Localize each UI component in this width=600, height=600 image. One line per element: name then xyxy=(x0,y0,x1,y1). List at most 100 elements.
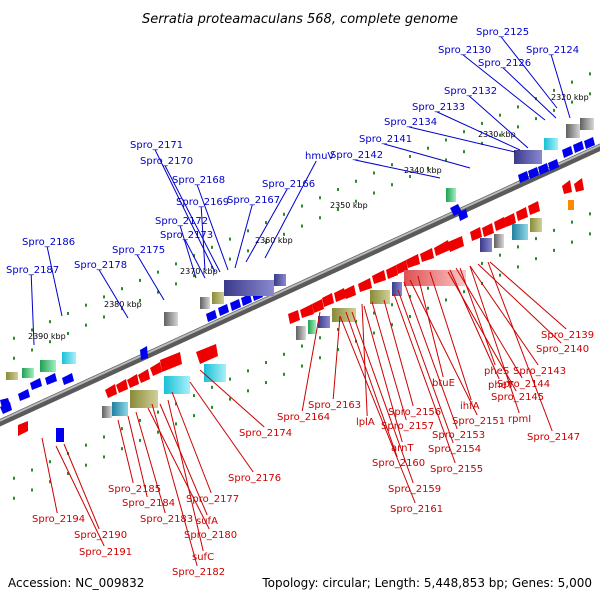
gene-label: Spro_2142 xyxy=(330,150,383,161)
gene-leader-line xyxy=(117,419,134,484)
scale-label: 2330 kbp xyxy=(478,130,516,139)
gene-leader-line xyxy=(361,303,368,417)
reverse-strand-features xyxy=(18,178,584,442)
gene-label: Spro_2194 xyxy=(32,514,85,525)
gene-label: Spro_2141 xyxy=(359,134,412,145)
gene-label: Spro_2161 xyxy=(390,504,443,515)
gene-label: Spro_2126 xyxy=(478,58,531,69)
gene-leader-line xyxy=(403,281,458,430)
gene-leader-line xyxy=(151,403,198,567)
gene-label: Spro_2185 xyxy=(108,484,161,495)
gene-label: Spro_2177 xyxy=(186,494,239,505)
gene-label: Spro_2168 xyxy=(172,175,225,186)
gene-leader-line xyxy=(409,279,478,416)
gene-label: Spro_2164 xyxy=(277,412,330,423)
gene-label: Spro_2130 xyxy=(438,45,491,56)
gene-leader-line xyxy=(30,274,35,346)
gene-label: Spro_2163 xyxy=(308,400,361,411)
gene-label: pheT xyxy=(488,380,514,391)
gene-leader-line xyxy=(429,271,472,401)
gene-label: Spro_2144 xyxy=(497,379,550,390)
gene-label: Spro_2175 xyxy=(112,245,165,256)
gene-label: Spro_2187 xyxy=(6,265,59,276)
gene-leader-line xyxy=(351,311,414,484)
gene-leader-line xyxy=(383,299,414,407)
gene-leader-line xyxy=(487,261,553,432)
gene-label: Spro_2147 xyxy=(527,432,580,443)
gene-label: Spro_2173 xyxy=(160,230,213,241)
gene-leader-line xyxy=(55,445,105,547)
gene-leader-line xyxy=(98,269,129,319)
gene-label: Spro_2159 xyxy=(388,484,441,495)
scale-label: 2370 kbp xyxy=(180,267,218,276)
gene-label: Spro_2139 xyxy=(541,330,594,341)
reverse-arrows xyxy=(18,178,584,436)
gene-leader-line xyxy=(167,399,204,552)
gene-leader-line xyxy=(339,315,416,504)
gene-leader-line xyxy=(449,269,500,380)
gene-label: Spro_2191 xyxy=(79,547,132,558)
gene-label: sufC xyxy=(192,552,214,563)
gene-label: Spro_2174 xyxy=(239,428,292,439)
gene-leader-line xyxy=(301,311,321,412)
gene-label: Spro_2170 xyxy=(140,156,193,167)
gene-label: Spro_2166 xyxy=(262,179,315,190)
gene-label: Spro_2180 xyxy=(184,530,237,541)
gene-label: Spro_2153 xyxy=(432,430,485,441)
gene-leader-line xyxy=(136,254,165,301)
genome-backbone xyxy=(0,143,600,427)
gene-leader-line xyxy=(436,111,521,151)
gene-leader-line xyxy=(200,206,206,271)
map-title: Serratia proteamaculans 568, complete ge… xyxy=(142,12,458,27)
gene-leader-line xyxy=(469,265,520,414)
gene-label: Spro_2178 xyxy=(74,260,127,271)
gene-label: Spro_2169 xyxy=(176,197,229,208)
gene-label: Spro_2171 xyxy=(130,140,183,151)
gene-label: Spro_2172 xyxy=(155,216,208,227)
gene-leader-line xyxy=(154,149,216,273)
gene-label: Spro_2125 xyxy=(476,27,529,38)
gene-leader-line xyxy=(63,443,100,530)
gene-leader-line xyxy=(189,381,254,473)
gene-leader-line xyxy=(417,275,444,378)
gene-label: Spro_2157 xyxy=(381,421,434,432)
gene-label: Spro_2182 xyxy=(172,567,225,578)
gene-label: Spro_2167 xyxy=(227,195,280,206)
gene-leader-line xyxy=(345,311,398,458)
gene-leader-line xyxy=(184,239,206,279)
gene-leader-line xyxy=(127,415,148,498)
gene-label: Spro_2143 xyxy=(513,366,566,377)
gene-label: lplA xyxy=(356,417,375,428)
gene-label: pheS xyxy=(484,366,509,377)
gene-label: Spro_2176 xyxy=(228,473,281,484)
gene-label: Spro_2183 xyxy=(140,514,193,525)
gene-label: ihfA xyxy=(460,401,480,412)
gene-label: Spro_2186 xyxy=(22,237,75,248)
gene-label: Spro_2160 xyxy=(372,458,425,469)
gene-leader-line xyxy=(409,126,516,153)
gene-leader-line xyxy=(135,411,166,514)
gene-leader-line xyxy=(502,67,557,119)
gene-leader-line xyxy=(469,265,539,366)
gene-label: Spro_2155 xyxy=(430,464,483,475)
gene-label: Spro_2133 xyxy=(412,102,465,113)
gene-leader-line xyxy=(41,437,58,514)
accession-text: Accession: NC_009832 xyxy=(8,576,144,590)
gene-leader-line xyxy=(147,407,210,530)
gene-label: Spro_2124 xyxy=(526,45,579,56)
gene-leader-line xyxy=(397,289,454,444)
gene-leader-line xyxy=(171,391,212,494)
gene-leader-line xyxy=(500,36,558,109)
scale-label: 2390 kbp xyxy=(28,332,66,341)
genome-summary-text: Topology: circular; Length: 5,448,853 bp… xyxy=(261,576,592,590)
gene-leader-line xyxy=(332,315,341,400)
forward-strand-features xyxy=(0,118,595,414)
gene-leader-line xyxy=(462,54,546,121)
gene-leader-line xyxy=(384,143,471,169)
gene-label: Spro_2156 xyxy=(388,407,441,418)
gene-leader-line xyxy=(196,184,229,271)
gene-label: Spro_2154 xyxy=(428,444,481,455)
gene-leader-line xyxy=(199,369,265,428)
gene-leader-line xyxy=(363,305,403,443)
